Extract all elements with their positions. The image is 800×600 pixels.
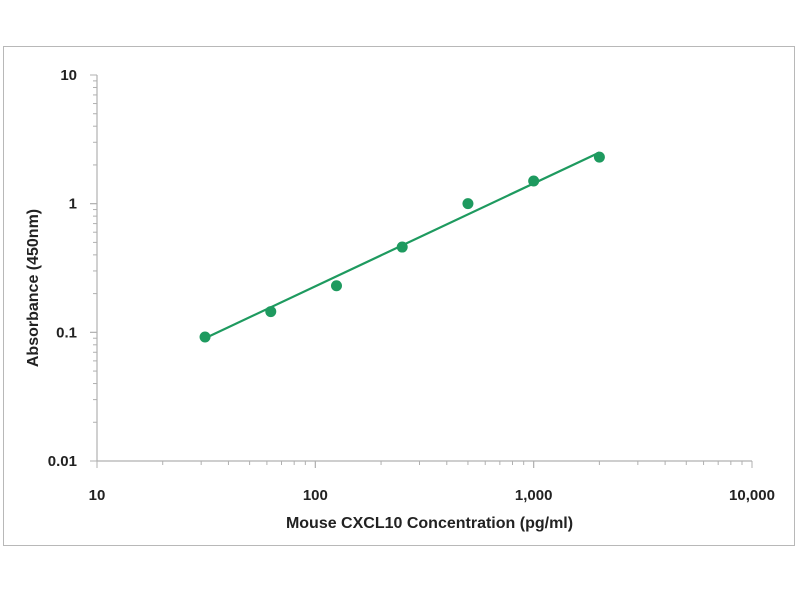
x-axis-title: Mouse CXCL10 Concentration (pg/ml): [286, 515, 573, 532]
y-axis-title: Absorbance (450nm): [25, 209, 42, 367]
data-points: [199, 151, 605, 343]
data-point: [199, 331, 211, 343]
x-tick-label: 10,000: [729, 487, 775, 504]
axes: [90, 74, 753, 468]
data-point: [330, 280, 342, 292]
x-tick-label: 1,000: [515, 487, 553, 504]
x-tick-label: 100: [303, 487, 328, 504]
x-tick-label: 10: [89, 487, 106, 504]
data-point: [593, 151, 605, 163]
data-point: [462, 198, 474, 210]
y-tick-label: 1: [69, 196, 77, 213]
x-tick-labels: 10 100 1,000 10,000: [89, 487, 775, 504]
data-point: [265, 306, 277, 318]
chart-frame: [3, 46, 795, 546]
data-point: [528, 175, 540, 187]
y-tick-label: 0.1: [56, 324, 77, 341]
data-point: [396, 241, 408, 253]
y-tick-label: 0.01: [48, 453, 77, 470]
y-tick-label: 10: [60, 67, 77, 84]
y-tick-labels: 0.01 0.1 1 10: [48, 67, 77, 470]
